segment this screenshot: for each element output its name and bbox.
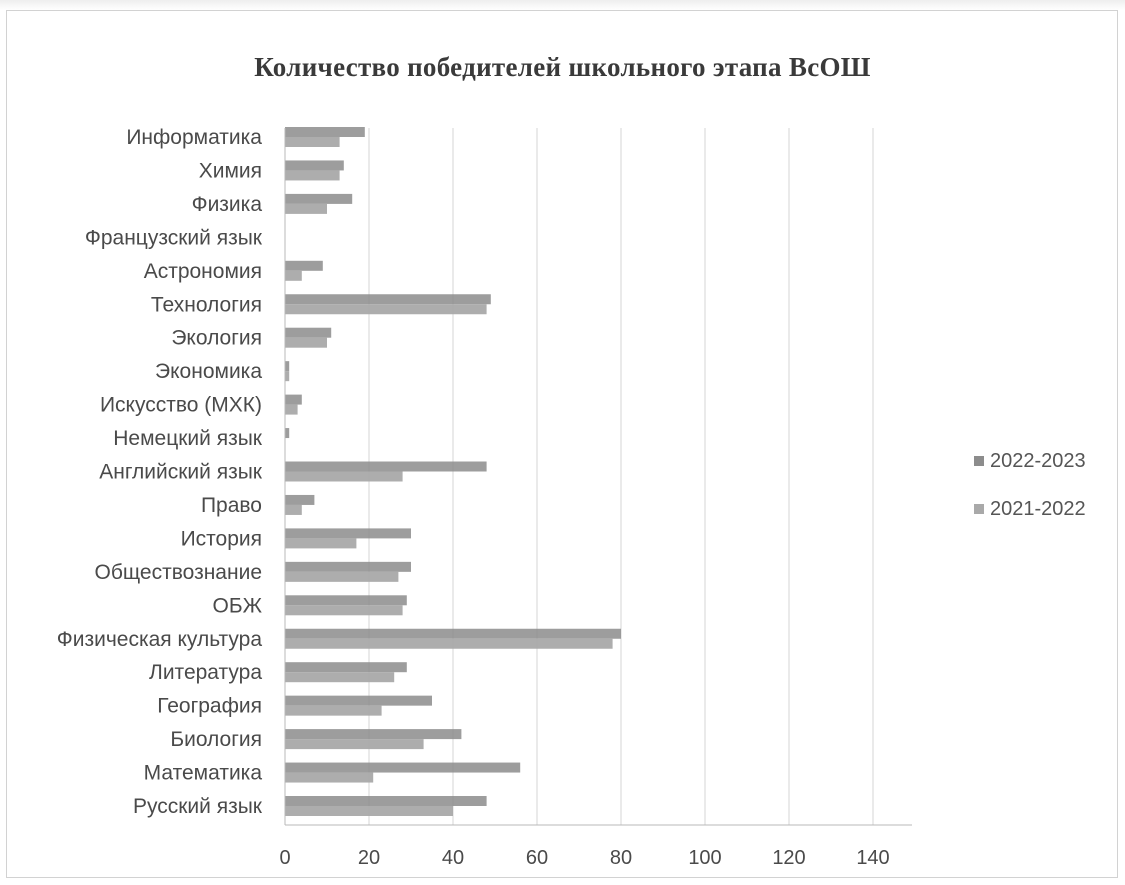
bar-series-1 [285,695,432,706]
bar-series-1 [285,260,323,271]
legend: 2022-2023 2021-2022 [974,450,1086,520]
bar-series-2 [285,270,302,281]
category-label: Физика [192,193,263,216]
bar-series-1 [285,729,462,740]
bars [285,127,621,816]
category-label: Литература [149,661,262,684]
bar-series-1 [285,394,302,405]
x-tick-label: 140 [856,847,889,869]
bar-series-2 [285,170,340,181]
category-label: Технология [151,293,262,316]
category-label: Искусство (МХК) [100,394,262,417]
category-label: Физическая культура [57,628,263,651]
bar-series-2 [285,471,403,482]
category-labels: Русский язык Математика Биология География Л… [57,126,263,818]
bar-series-2 [285,203,327,214]
category-label: Экология [171,327,262,350]
category-label: Химия [199,159,262,182]
legend-swatch [974,504,984,514]
bar-series-1 [285,595,407,606]
x-tick-labels: 0 20 40 60 80 100 120 140 [279,847,889,869]
legend-label: 2021-2022 [990,498,1086,520]
bar-series-1 [285,461,487,472]
bar-series-2 [285,605,403,616]
chart-title: Количество победителей школьного этапа В… [254,52,871,82]
bar-series-2 [285,638,613,649]
category-label: Астрономия [144,260,262,283]
bar-series-2 [285,504,302,515]
bar-series-2 [285,571,399,582]
bar-series-1 [285,127,365,137]
category-label: Английский язык [99,461,263,484]
category-label: Математика [144,762,263,785]
category-label: ОБЖ [212,594,262,617]
bar-series-2 [285,806,453,816]
category-label: Право [201,494,262,517]
bar-series-1 [285,628,621,639]
bar-series-1 [285,361,290,372]
x-tick-label: 20 [358,847,380,869]
legend-swatch [974,456,984,466]
category-label: Биология [170,728,262,751]
bar-series-1 [285,193,353,204]
bar-series-2 [285,705,382,716]
x-tick-label: 0 [279,847,290,869]
bar-series-1 [285,428,290,439]
bar-series-2 [285,672,395,683]
bar-series-1 [285,662,407,673]
category-label: Обществознание [95,561,262,584]
bar-series-1 [285,561,411,572]
category-label: Информатика [126,126,262,149]
bar-series-1 [285,494,315,505]
legend-label: 2022-2023 [990,450,1086,472]
bar-series-2 [285,538,357,549]
chart-frame [6,10,1118,878]
axes [284,128,912,826]
bar-series-2 [285,404,298,415]
bar-series-2 [285,371,290,382]
bar-series-1 [285,528,411,539]
bar-series-1 [285,762,521,773]
bar-series-1 [285,796,487,806]
category-label: История [181,527,262,550]
bar-series-1 [285,327,332,338]
x-tick-label: 80 [610,847,632,869]
scan-edge [0,0,1125,10]
x-tick-label: 60 [526,847,548,869]
category-label: Немецкий язык [113,427,263,450]
bar-series-2 [285,304,487,315]
bar-series-2 [285,739,424,750]
category-label: Французский язык [85,226,263,249]
bar-series-2 [285,337,327,348]
bar-series-2 [285,137,340,147]
x-tick-label: 120 [772,847,805,869]
bar-series-1 [285,294,491,305]
x-tick-label: 40 [442,847,464,869]
x-tick-label: 100 [688,847,721,869]
gridlines [368,128,874,825]
bar-series-1 [285,160,344,171]
bar-series-2 [285,772,374,783]
category-label: Русский язык [133,795,263,818]
category-label: География [157,695,262,718]
category-label: Экономика [155,360,262,383]
